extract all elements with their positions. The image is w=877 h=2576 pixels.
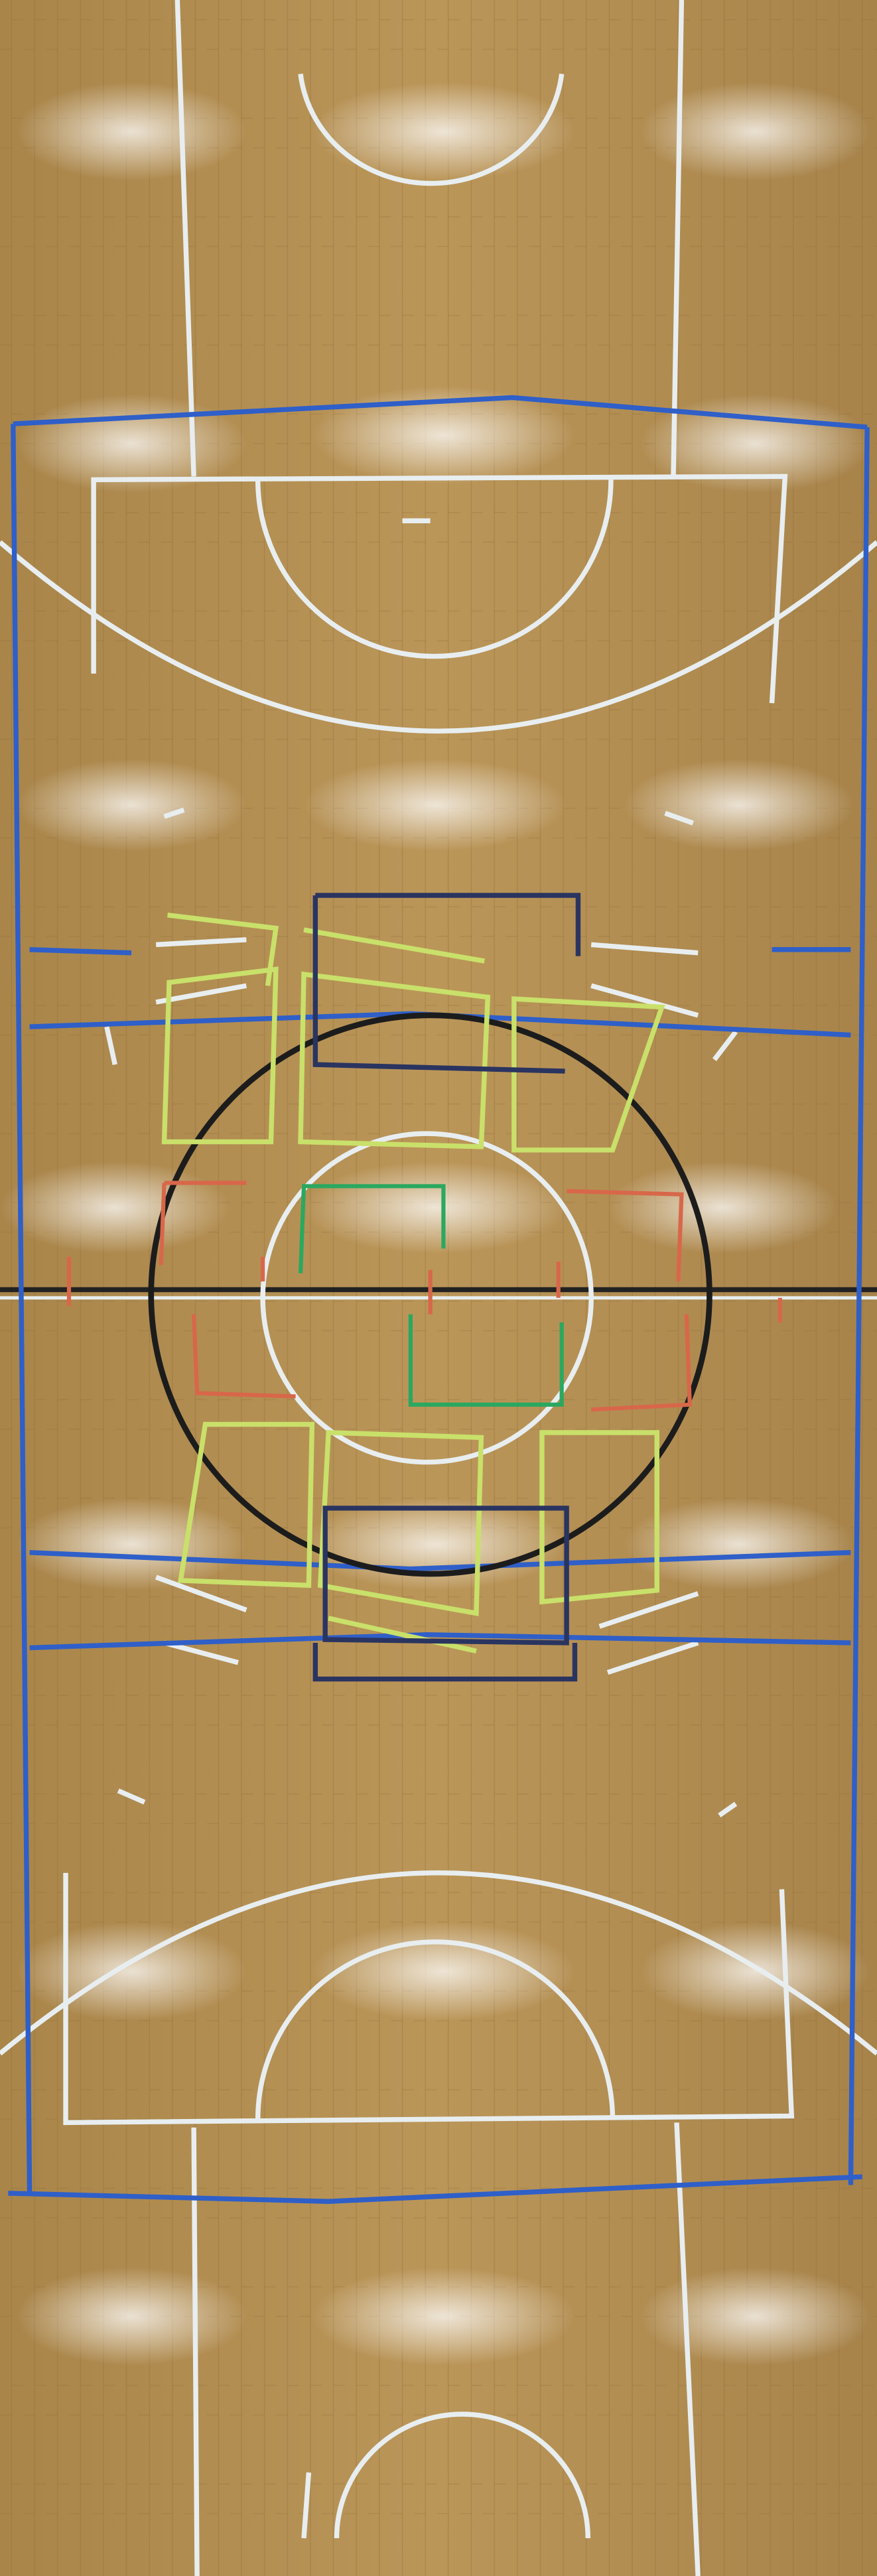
white-court-line-part	[255, 1939, 616, 2120]
light-reflection-part	[16, 82, 247, 181]
blue-boundary-line-part	[29, 1632, 851, 1651]
yellow-tape-part	[539, 1430, 659, 1605]
yellow-tape-part	[298, 971, 491, 1149]
navy-tape-part	[315, 893, 581, 956]
navy-tape-part	[312, 895, 565, 1074]
light-reflection-part	[640, 82, 871, 181]
center-circle-part	[148, 1012, 712, 1577]
light-reflection-part	[16, 1922, 247, 2021]
center-circle	[148, 1012, 712, 1577]
light-reflection-part	[624, 1498, 854, 1590]
light-reflection-part	[303, 1161, 567, 1254]
light-reflection-part	[0, 1161, 230, 1254]
white-court-line-part	[255, 480, 614, 659]
green-tape-part	[408, 1314, 564, 1407]
yellow-tape	[161, 913, 665, 1654]
white-court-line-part	[155, 937, 247, 948]
white-court-line-part	[598, 1591, 699, 1629]
white-court-line-part	[104, 1026, 117, 1065]
light-reflection-part	[16, 1498, 247, 1590]
white-court-line-part	[718, 1801, 738, 1818]
white-court-line-part	[63, 1872, 795, 2126]
white-court-line-part	[301, 2472, 312, 2539]
light-reflection-part	[303, 759, 567, 852]
white-court-line-part	[191, 2127, 200, 2576]
light-reflection-part	[624, 759, 854, 852]
blue-boundary-line-part	[29, 947, 132, 956]
red-tape-part	[591, 1314, 692, 1412]
blue-boundary-line-part	[848, 426, 870, 2185]
red-tape-part	[159, 1183, 167, 1265]
white-court-line-part	[298, 74, 565, 186]
light-reflection-part	[607, 1161, 838, 1254]
white-court-line-part	[664, 810, 694, 826]
yellow-tape-part	[511, 996, 665, 1153]
red-tape-part	[567, 1189, 684, 1282]
navy-tape-part	[312, 1643, 578, 1682]
white-court-line-part	[671, 0, 685, 477]
yellow-tape-part	[328, 1616, 477, 1654]
green-tape-part	[298, 1184, 446, 1273]
light-reflection-part	[312, 2267, 575, 2366]
white-court-line-part	[334, 2412, 590, 2539]
light-reflection-part	[312, 82, 575, 181]
navy-tape	[312, 893, 581, 1682]
white-court-line-part	[590, 942, 699, 956]
yellow-tape-part	[303, 927, 485, 964]
white-court-line-part	[117, 1788, 146, 1805]
yellow-tape-part	[167, 913, 279, 986]
blue-boundary-line-part	[29, 1550, 851, 1572]
light-reflection-part	[640, 394, 871, 493]
white-court-line-part	[163, 807, 185, 819]
yellow-tape-part	[178, 1421, 315, 1588]
navy-tape-part	[322, 1506, 569, 1645]
light-reflection-part	[640, 2267, 871, 2366]
white-court-line-part	[590, 983, 699, 1018]
light-reflection-part	[640, 1922, 871, 2021]
white-court-line-part	[260, 1131, 594, 1465]
white-court-line-part	[0, 540, 877, 734]
white-court-line-part	[155, 1575, 247, 1612]
light-reflection-part	[312, 386, 575, 485]
white-court-line-part	[0, 1870, 877, 2056]
light-reflection-part	[16, 2267, 247, 2366]
yellow-tape-part	[161, 966, 279, 1145]
white-court-line-part	[91, 474, 788, 704]
blue-boundary-line-part	[8, 2174, 862, 2204]
white-court-line-part	[163, 1640, 239, 1665]
light-reflection-part	[16, 759, 247, 852]
light-reflection-part	[312, 1922, 575, 2021]
blue-boundary-line-part	[11, 424, 33, 2193]
white-court-line-part	[606, 1640, 699, 1675]
white-court-line-part	[674, 2122, 701, 2576]
white-court-line-part	[174, 0, 196, 477]
red-tape	[66, 1181, 783, 1412]
blue-boundary-line-part	[13, 395, 868, 430]
green-tape	[298, 1184, 564, 1407]
red-tape-part	[192, 1314, 296, 1399]
white-court-line-part	[712, 1030, 738, 1061]
